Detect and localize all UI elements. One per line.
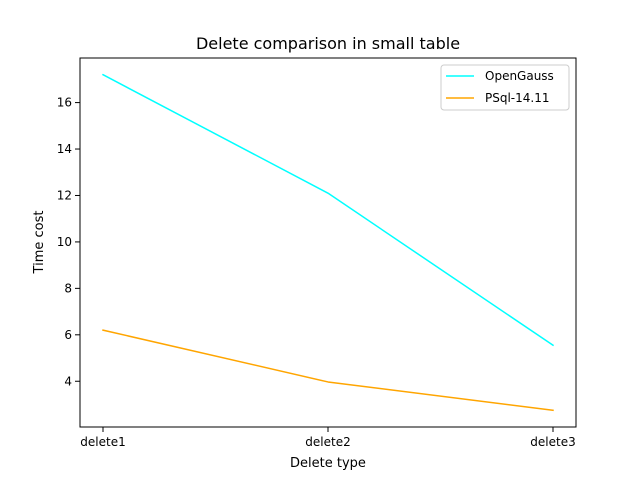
- series-layer: [101, 73, 555, 412]
- x-axis-label: Delete type: [290, 456, 366, 471]
- plot-area: [80, 58, 576, 427]
- y-tick-label: 4: [64, 374, 72, 388]
- x-tick-label: delete2: [305, 435, 350, 449]
- series-line-2: [102, 329, 554, 412]
- y-tick-label: 14: [57, 142, 72, 156]
- y-tick-label: 8: [64, 281, 72, 295]
- legend: OpenGauss PSql-14.11: [440, 64, 570, 111]
- x-tick-label: delete1: [80, 435, 125, 449]
- y-tick-label: 6: [64, 328, 72, 342]
- legend-label: PSql-14.11: [485, 91, 550, 105]
- y-axis: 4 6 8 10 12 14 16: [57, 96, 80, 388]
- x-tick-label: delete3: [530, 435, 575, 449]
- series-line-1: [101, 73, 555, 347]
- y-tick-label: 10: [57, 235, 72, 249]
- chart-title: Delete comparison in small table: [196, 34, 460, 53]
- y-axis-label: Time cost: [32, 211, 47, 275]
- y-tick-label: 16: [57, 96, 72, 110]
- y-tick-label: 12: [57, 188, 72, 202]
- legend-label: OpenGauss: [485, 69, 554, 83]
- x-axis: delete1 delete2 delete3: [80, 427, 576, 449]
